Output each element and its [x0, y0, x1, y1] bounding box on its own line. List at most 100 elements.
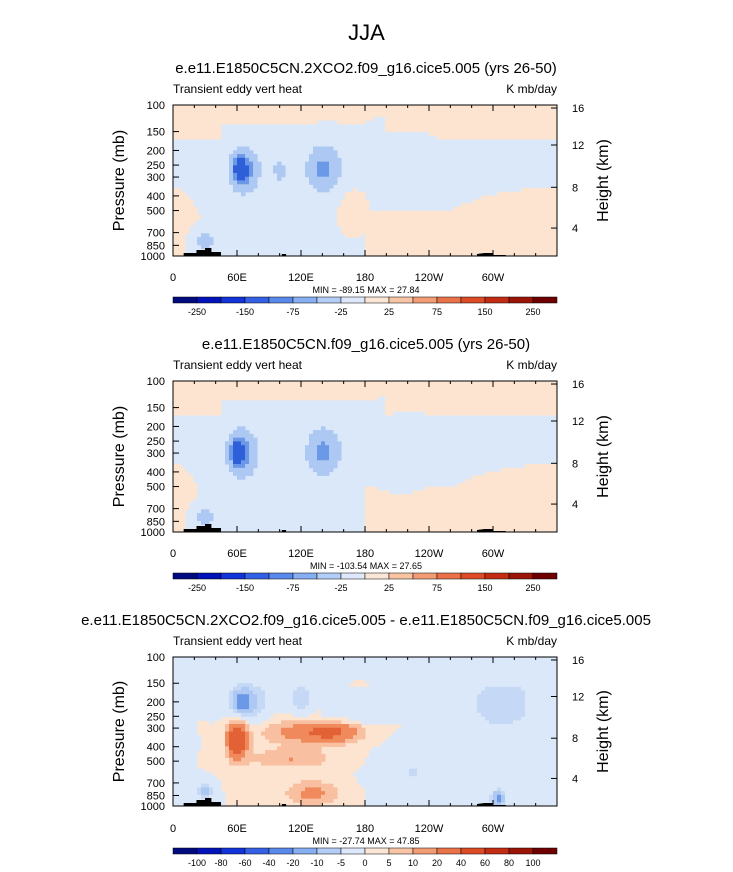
contour-cell [257, 664, 262, 669]
height-tick-label: 16 [572, 379, 584, 391]
contour-cell [497, 210, 502, 215]
contour-cell [545, 471, 550, 476]
contour-cell [249, 712, 254, 718]
contour-cell [173, 671, 178, 677]
contour-cell [497, 112, 502, 117]
contour-cell [213, 396, 218, 401]
contour-cell [425, 396, 430, 401]
contour-cell [389, 123, 394, 129]
contour-cell [333, 671, 338, 677]
contour-cell [293, 392, 298, 397]
contour-cell [325, 184, 330, 189]
contour-cell [317, 441, 322, 446]
contour-cell [405, 123, 410, 129]
contour-cell [441, 381, 446, 386]
contour-cell [517, 123, 522, 129]
contour-cell [297, 660, 302, 665]
contour-cell [481, 233, 486, 238]
contour-cell [233, 184, 238, 189]
contour-cell [177, 392, 182, 397]
contour-cell [201, 120, 206, 125]
contour-cell [461, 486, 466, 491]
contour-cell [201, 683, 206, 688]
contour-cell [253, 108, 258, 114]
contour-cell [337, 705, 342, 710]
contour-cell [221, 120, 226, 125]
contour-cell [397, 668, 402, 673]
contour-cell [385, 520, 390, 525]
contour-cell [533, 210, 538, 215]
contour-cell [225, 697, 230, 703]
contour-cell [549, 668, 554, 673]
contour-cell [445, 509, 450, 514]
contour-cell [505, 690, 510, 695]
contour-cell [385, 244, 390, 249]
contour-cell [293, 679, 298, 684]
contour-cell [465, 123, 470, 129]
contour-cell [205, 701, 210, 706]
contour-cell [397, 403, 402, 408]
contour-cell [541, 657, 546, 662]
contour-cell [321, 154, 326, 159]
contour-cell [473, 123, 478, 129]
contour-cell [461, 697, 466, 703]
contour-cell [437, 671, 442, 677]
contour-cell [313, 671, 318, 677]
contour-cell [505, 388, 510, 393]
contour-cell [545, 516, 550, 522]
contour-cell [517, 229, 522, 234]
contour-cell [401, 686, 406, 692]
contour-cell [349, 694, 354, 699]
contour-cell [413, 384, 418, 390]
contour-cell [281, 105, 286, 110]
contour-cell [265, 657, 270, 662]
contour-cell [553, 108, 557, 114]
contour-cell [245, 176, 250, 181]
contour-cell [173, 399, 178, 405]
contour-cell [441, 520, 446, 525]
contour-cell [417, 660, 422, 665]
contour-cell [441, 127, 446, 132]
contour-cell [445, 403, 450, 408]
contour-cell [233, 705, 238, 710]
contour-cell [497, 486, 502, 491]
contour-cell [201, 671, 206, 677]
contour-cell [497, 248, 502, 253]
contour-cell [449, 108, 454, 114]
contour-cell [433, 105, 438, 110]
contour-cell [233, 112, 238, 117]
contour-cell [541, 675, 546, 680]
contour-cell [381, 244, 386, 249]
contour-cell [237, 705, 242, 710]
contour-cell [325, 690, 330, 695]
contour-cell [337, 452, 342, 458]
contour-cell [405, 218, 410, 223]
contour-cell [313, 694, 318, 699]
contour-cell [229, 157, 234, 163]
contour-cell [261, 112, 266, 117]
contour-cell [465, 709, 470, 714]
contour-cell [381, 516, 386, 522]
contour-cell [385, 108, 390, 114]
contour-cell [493, 399, 498, 405]
contour-cell [325, 112, 330, 117]
contour-cell [425, 668, 430, 673]
contour-cell [329, 150, 334, 155]
contour-cell [417, 229, 422, 234]
contour-cell [405, 660, 410, 665]
contour-cell [429, 399, 434, 405]
contour-cell [205, 127, 210, 132]
contour-cell [269, 381, 274, 386]
contour-cell [501, 486, 506, 491]
contour-cell [449, 671, 454, 677]
contour-cell [365, 494, 370, 499]
contour-cell [441, 705, 446, 710]
contour-cell [417, 116, 422, 121]
contour-cell [537, 210, 542, 215]
contour-cell [553, 396, 557, 401]
contour-cell [505, 403, 510, 408]
contour-cell [405, 384, 410, 390]
contour-cell [189, 381, 194, 386]
contour-cell [381, 237, 386, 242]
contour-cell [489, 516, 494, 522]
